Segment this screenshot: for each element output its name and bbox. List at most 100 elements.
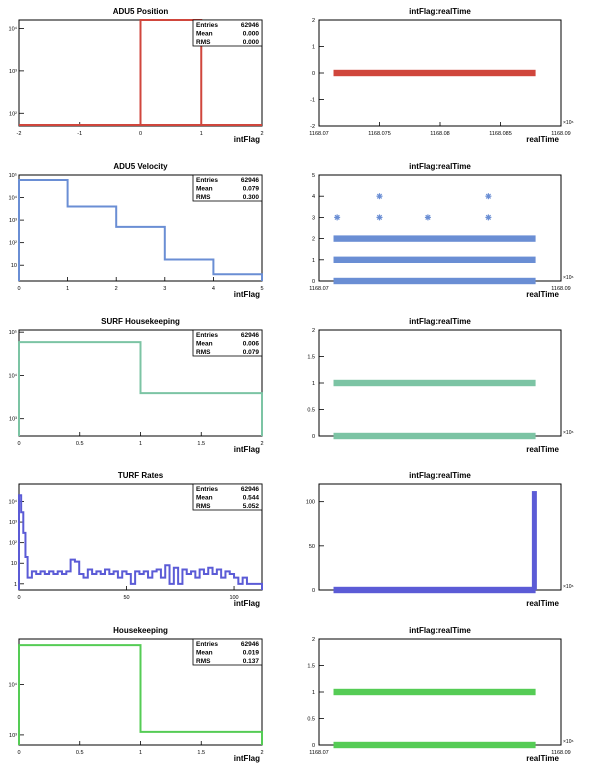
stats-key-mean: Mean xyxy=(196,30,213,37)
scatter-band xyxy=(333,69,536,77)
scatter-point xyxy=(485,214,492,221)
stats-box-frame xyxy=(192,638,263,666)
y-tick-label: 10⁴ xyxy=(9,195,18,202)
stats-box-frame xyxy=(192,483,263,511)
x-tick-label: 1 xyxy=(139,750,142,756)
x-tick-label: 5 xyxy=(260,286,263,292)
stats-box: Entries 62946 Mean 0.006 RMS 0.079 xyxy=(192,329,263,357)
x-axis-label: realTime xyxy=(526,445,559,454)
y-tick-label: 0 xyxy=(312,279,315,285)
y-tick-label: 100 xyxy=(306,500,315,506)
chart-panel-8: intFlag:realTime 0 50 100 realTime ×10⁶ xyxy=(306,471,574,608)
y-tick-label: 0.5 xyxy=(307,408,315,414)
x-tick-label: 2 xyxy=(260,131,263,137)
x-tick-label: 1.5 xyxy=(197,441,205,447)
x-axis-label: realTime xyxy=(526,754,559,763)
x-tick-label: -2 xyxy=(17,131,22,137)
y-tick-label: 1.5 xyxy=(307,355,315,361)
chart-panel-1: ADU5 Position -2 -1 0 1 2 10² 10³ 10⁴ intFlag Entr… xyxy=(9,7,264,144)
x-multiplier-label: ×10⁶ xyxy=(563,430,574,436)
x-tick-label: 0 xyxy=(17,750,20,756)
stats-key-mean: Mean xyxy=(196,340,213,347)
scatter-band xyxy=(333,741,536,749)
y-tick-label: 0 xyxy=(312,434,315,440)
chart-title: intFlag:realTime xyxy=(409,471,471,480)
x-tick-label: -1 xyxy=(77,131,82,137)
x-tick-label: 100 xyxy=(229,595,238,601)
stats-box: Entries 62946 Mean 0.000 RMS 0.000 xyxy=(192,19,263,47)
x-tick-label: 1 xyxy=(200,131,203,137)
y-tick-label: 5 xyxy=(312,173,315,179)
scatter-band xyxy=(333,256,536,263)
y-tick-label: 10³ xyxy=(9,417,17,423)
x-axis-label: realTime xyxy=(526,135,559,144)
chart-panel-6: intFlag:realTime 0 0.5 1 1.5 2 realTime ×10⁶ xyxy=(307,317,573,454)
chart-panel-9: Housekeeping 0 0.5 1 1.5 2 10³ 10⁴ intFlag Entrie… xyxy=(9,626,264,763)
chart-title: intFlag:realTime xyxy=(409,162,471,171)
chart-title: intFlag:realTime xyxy=(409,7,471,16)
scatter-band xyxy=(333,586,536,594)
y-tick-label: 10³ xyxy=(9,69,17,75)
x-tick-label: 1 xyxy=(66,286,69,292)
stats-box: Entries 62946 Mean 0.544 RMS 5.052 xyxy=(192,483,263,511)
x-tick-label: 0 xyxy=(17,286,20,292)
y-tick-label: 10³ xyxy=(9,520,17,526)
scatter-band xyxy=(333,688,536,696)
x-multiplier-label: ×10⁶ xyxy=(563,275,574,281)
y-tick-label: 10 xyxy=(11,561,17,567)
x-tick-label: 3 xyxy=(163,286,166,292)
x-tick-label: 0 xyxy=(139,131,142,137)
x-tick-label: 2 xyxy=(115,286,118,292)
stats-key-mean: Mean xyxy=(196,494,213,501)
y-tick-label: 10² xyxy=(9,241,17,247)
y-tick-label: 10⁴ xyxy=(9,681,18,688)
scatter-point-stroke xyxy=(334,214,340,221)
stats-key-entries: Entries xyxy=(196,486,218,493)
x-tick-label: 2 xyxy=(260,441,263,447)
x-tick-label: 0.5 xyxy=(76,441,84,447)
x-tick-label: 1168.07 xyxy=(309,131,328,137)
stats-value-rms: 0.137 xyxy=(243,658,260,665)
x-multiplier-label: ×10⁶ xyxy=(563,120,574,126)
stats-box-frame xyxy=(192,19,263,47)
chart-title: TURF Rates xyxy=(118,471,164,480)
scatter-point-stroke xyxy=(376,214,383,221)
x-axis-label: intFlag xyxy=(234,599,260,608)
y-tick-label: 0.5 xyxy=(307,717,315,723)
plot-frame xyxy=(318,483,562,591)
x-tick-label: 1 xyxy=(139,441,142,447)
scatter-point xyxy=(334,214,341,221)
stats-value-mean: 0.006 xyxy=(243,340,260,347)
histogram-outline xyxy=(18,341,263,436)
y-tick-label: 0 xyxy=(312,743,315,749)
y-tick-label: 1 xyxy=(312,690,315,696)
y-tick-label: -2 xyxy=(310,124,315,130)
x-tick-label: 1168.085 xyxy=(489,131,512,137)
stats-value-rms: 0.300 xyxy=(243,194,260,201)
y-tick-label: 1 xyxy=(14,582,17,588)
x-multiplier-label: ×10⁶ xyxy=(563,584,574,590)
scatter-point xyxy=(424,214,431,221)
scatter-point-stroke xyxy=(376,193,383,199)
x-axis-label: intFlag xyxy=(234,445,260,454)
stats-box-frame xyxy=(192,174,263,202)
chart-panel-5: SURF Housekeeping 0 0.5 1 1.5 2 10³ 10⁴ 10⁵ intFl… xyxy=(9,317,264,454)
scatter-band xyxy=(333,235,536,242)
y-tick-label: 10⁵ xyxy=(9,172,17,179)
histogram-outline xyxy=(18,494,263,590)
y-tick-label: 2 xyxy=(312,237,315,243)
stats-key-entries: Entries xyxy=(196,177,218,184)
stats-value-entries: 62946 xyxy=(241,22,259,29)
y-tick-label: 1 xyxy=(312,45,315,51)
scatter-spike xyxy=(531,491,537,590)
y-tick-label: 50 xyxy=(309,544,315,550)
stats-value-mean: 0.000 xyxy=(243,30,260,37)
chart-title: ADU5 Position xyxy=(113,7,169,16)
y-tick-label: 1 xyxy=(312,381,315,387)
x-tick-label: 1168.09 xyxy=(551,131,570,137)
stats-box: Entries 62946 Mean 0.079 RMS 0.300 xyxy=(192,174,263,202)
x-tick-label: 2 xyxy=(260,750,263,756)
x-tick-label: 0 xyxy=(17,595,20,601)
scatter-point xyxy=(376,214,383,221)
